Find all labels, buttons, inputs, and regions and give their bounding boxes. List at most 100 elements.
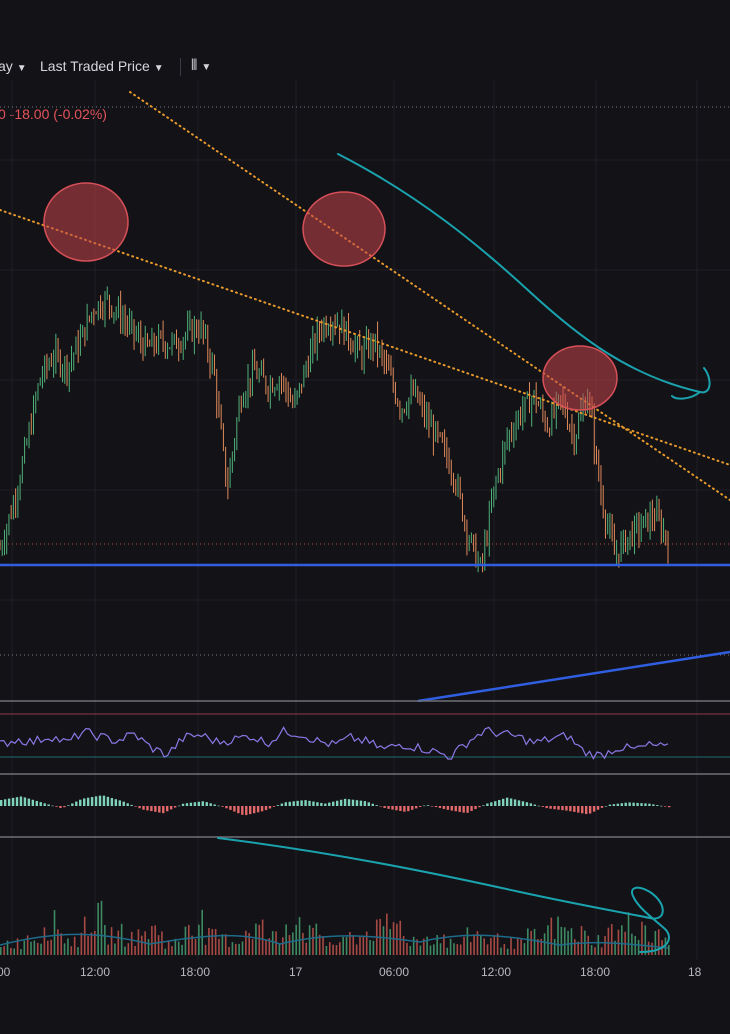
x-tick-label: 18:00 — [580, 965, 610, 979]
macd-bar — [426, 805, 430, 806]
macd-bar — [434, 806, 438, 808]
volume-bar — [429, 945, 432, 955]
volume-bar — [134, 946, 136, 955]
volume-bar — [600, 947, 603, 955]
macd-bar — [383, 806, 386, 808]
volume-bar — [476, 931, 479, 955]
interval-label: ay — [0, 58, 13, 74]
volume-bar — [604, 936, 606, 955]
macd-bar — [442, 806, 446, 809]
macd-bar — [39, 802, 42, 806]
teal-arrow-drawing-volume[interactable] — [217, 837, 670, 953]
volume-bar — [245, 930, 247, 955]
macd-bar — [11, 797, 15, 806]
volume-bar — [194, 939, 197, 955]
volume-bar — [459, 944, 462, 955]
macd-bar — [371, 803, 374, 806]
volume-bar — [36, 942, 39, 955]
volume-bar — [218, 938, 220, 955]
volume-bar — [164, 948, 167, 955]
macd-bar — [545, 806, 548, 809]
macd-bar — [292, 801, 295, 806]
volume-bar — [359, 936, 361, 955]
macd-bar — [458, 806, 461, 812]
macd-bar — [565, 806, 568, 811]
volume-bar — [433, 944, 435, 955]
volume-bar — [543, 933, 546, 955]
macd-bar — [86, 797, 90, 806]
macd-bar — [656, 805, 659, 806]
teal-arrow-drawing-price[interactable] — [337, 153, 711, 400]
volume-bar — [550, 917, 553, 955]
macd-bar — [268, 806, 272, 809]
peak-highlight-1[interactable] — [43, 182, 129, 262]
volume-bar — [130, 931, 133, 955]
volume-bar — [80, 932, 83, 955]
macd-bar — [27, 798, 31, 806]
macd-bar — [343, 798, 347, 806]
volume-bar — [516, 937, 519, 955]
macd-bar — [588, 806, 592, 814]
volume-bar — [496, 933, 499, 955]
chart-toolbar: ay ▼ Last Traded Price ▼ ⫴ ▼ — [0, 52, 730, 80]
macd-bar — [367, 802, 370, 806]
volume-bar — [617, 929, 620, 955]
macd-bar — [142, 806, 145, 810]
x-tick-label: 17 — [289, 965, 303, 979]
macd-bar — [375, 805, 378, 806]
volume-bar — [422, 938, 425, 955]
peak-highlight-2[interactable] — [302, 191, 386, 267]
macd-bar — [110, 798, 114, 806]
macd-bar — [478, 806, 481, 808]
volume-bar — [382, 926, 385, 955]
macd-bar — [59, 806, 62, 808]
volume-bar — [104, 925, 106, 955]
volume-bar — [449, 938, 452, 955]
macd-bar — [264, 806, 268, 811]
macd-bar — [201, 801, 204, 806]
macd-bar — [379, 806, 382, 807]
volume-bar — [483, 938, 485, 955]
macd-bar — [525, 802, 529, 806]
volume-bar — [13, 948, 16, 955]
volume-bar — [174, 938, 177, 955]
rising-trendline[interactable] — [417, 650, 730, 703]
macd-bar — [312, 801, 315, 806]
trendline-upper[interactable] — [129, 91, 730, 501]
interval-selector[interactable]: ay ▼ — [0, 58, 27, 74]
volume-bar — [399, 920, 402, 955]
volume-bar — [443, 934, 445, 955]
volume-bar — [365, 931, 368, 955]
price-source-selector[interactable]: Last Traded Price ▼ — [40, 58, 164, 74]
macd-bar — [355, 800, 359, 806]
macd-bar — [332, 801, 335, 806]
volume-bar — [308, 925, 311, 955]
macd-bar — [118, 800, 121, 806]
volume-bar — [325, 945, 328, 955]
macd-bar — [347, 799, 351, 806]
macd-bar — [462, 806, 465, 813]
volume-bar — [67, 938, 69, 955]
macd-bar — [185, 803, 189, 806]
macd-bar — [94, 796, 98, 806]
volume-bar — [255, 923, 257, 955]
volume-bar — [110, 927, 113, 955]
volume-bar — [63, 943, 66, 955]
x-axis: 00 12:00 18:00 17 06:00 12:00 18:00 18 — [0, 965, 702, 979]
peak-highlight-3[interactable] — [542, 345, 618, 411]
volume-bar — [285, 924, 287, 955]
macd-bar — [75, 801, 78, 806]
macd-bar — [553, 806, 556, 810]
volume-bar — [339, 942, 341, 955]
volume-bar — [416, 939, 418, 955]
volume-bar — [587, 935, 590, 955]
volume-bar — [214, 928, 217, 955]
macd-bar — [501, 798, 505, 806]
volume-bar — [234, 943, 237, 955]
chart-style-selector[interactable]: ⫴ ▼ — [191, 57, 211, 74]
volume-bar — [278, 943, 281, 955]
trendline-lower[interactable] — [0, 209, 730, 466]
volume-bar — [251, 939, 254, 955]
volume-bar — [641, 921, 643, 955]
